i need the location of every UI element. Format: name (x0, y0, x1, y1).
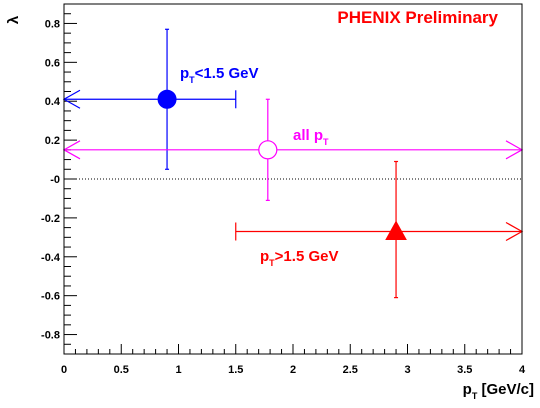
label-text: <1.5 GeV (195, 65, 259, 82)
label-subscript: T (472, 391, 478, 401)
label-subscript: T (269, 258, 275, 268)
y-tick-label: -0.2 (41, 213, 60, 225)
x-axis-title-text: pT [GeV/c] (463, 381, 534, 401)
label-subscript: T (189, 75, 195, 85)
series-all-p-t (62, 98, 524, 201)
x-tick-label: 3 (404, 364, 410, 376)
x-tick-label: 3.5 (457, 364, 472, 376)
label-subscript: T (323, 137, 329, 147)
x-tick-label: 2.5 (343, 364, 358, 376)
y-tick-label: 0.4 (45, 96, 61, 108)
series-label: all pT (293, 127, 329, 147)
x-tick-label: 1 (175, 364, 181, 376)
chart-title: PHENIX Preliminary (337, 8, 498, 27)
y-tick-label: 0.2 (45, 135, 60, 147)
y-tick-label: -0.6 (41, 291, 60, 303)
series-p-t-1-5-gev (62, 28, 237, 170)
series-label: pT<1.5 GeV (180, 65, 258, 85)
label-text: [GeV/c] (477, 381, 534, 398)
series-p-t-1-5-gev (235, 160, 524, 299)
x-tick-label: 2 (290, 364, 296, 376)
data-points (62, 28, 524, 299)
x-tick-label: 1.5 (228, 364, 243, 376)
label-text: p (260, 248, 269, 265)
data-point-marker (258, 140, 278, 160)
y-tick-label: 0.6 (45, 57, 60, 69)
series-label: pT>1.5 GeV (260, 248, 338, 268)
label-text: p (463, 381, 472, 398)
y-axis-title: λ (5, 15, 22, 24)
y-tick-label: 0.8 (45, 18, 60, 30)
x-tick-label: 0.5 (114, 364, 129, 376)
y-tick-label: -0 (50, 174, 60, 186)
tick-labels: 0 0.5 1 1.5 2 2.5 3 3.5 4 -0.8 -0.6 -0.4 -0.2 -0 0.2 0.… (41, 18, 526, 376)
plot-frame (63, 3, 523, 355)
label-text: >1.5 GeV (275, 248, 339, 265)
data-point-marker (385, 220, 407, 240)
label-text: p (180, 65, 189, 82)
y-tick-label: -0.4 (41, 252, 61, 264)
y-tick-label: -0.8 (41, 330, 60, 342)
x-axis-title: pT [GeV/c] (463, 381, 534, 401)
data-point-marker (157, 89, 177, 109)
x-tick-label: 4 (519, 364, 526, 376)
x-tick-label: 0 (61, 364, 67, 376)
axis-ticks (63, 3, 523, 355)
label-text: all p (293, 127, 323, 144)
